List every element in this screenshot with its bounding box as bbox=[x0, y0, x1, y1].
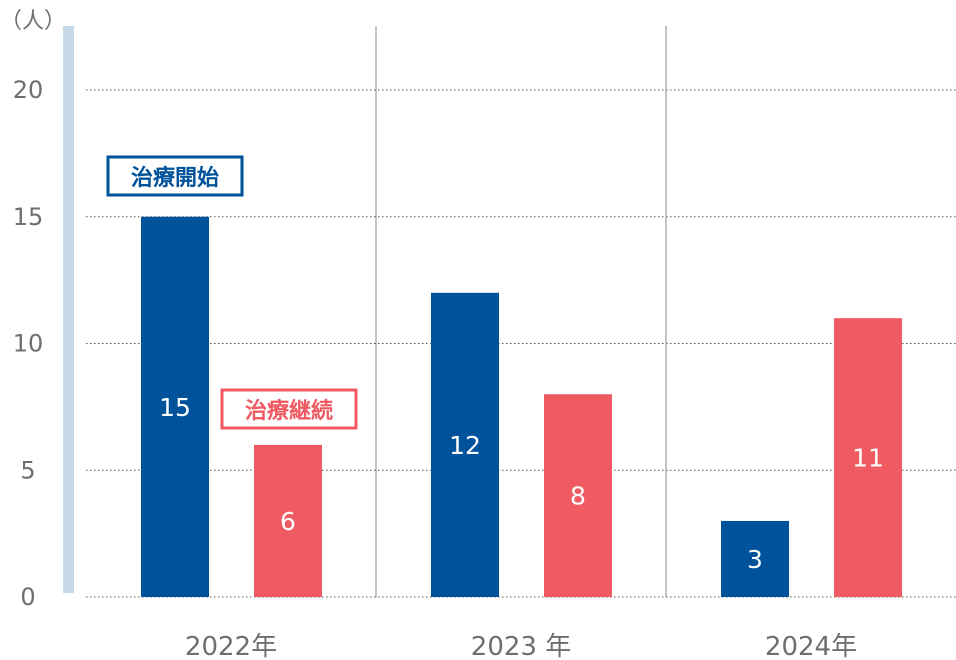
series-label: 治療継続 bbox=[245, 398, 333, 424]
bar-continue bbox=[544, 394, 612, 597]
category-dividers bbox=[375, 26, 667, 597]
series-label-box bbox=[220, 388, 358, 430]
x-category-label: 2024年 bbox=[765, 632, 857, 660]
y-tick-label: 5 bbox=[20, 456, 35, 484]
value-label: 6 bbox=[280, 507, 296, 536]
value-labels: 15 6 12 8 3 11 bbox=[159, 393, 884, 574]
value-label: 11 bbox=[852, 444, 884, 473]
bar-start bbox=[141, 216, 209, 597]
y-axis-unit-label: （人） bbox=[0, 9, 66, 34]
bar-start bbox=[721, 520, 789, 597]
bars bbox=[141, 216, 902, 597]
value-label: 3 bbox=[747, 545, 763, 574]
series-label-box bbox=[106, 155, 244, 197]
series-label: 治療開始 bbox=[131, 165, 219, 191]
bar-continue bbox=[254, 444, 322, 597]
value-label: 15 bbox=[159, 393, 191, 422]
y-tick-label: 0 bbox=[20, 583, 35, 611]
x-category-labels: 2022年 2023 年 2024年 bbox=[185, 632, 857, 660]
x-category-label: 2023 年 bbox=[471, 632, 571, 660]
value-label: 8 bbox=[570, 482, 586, 511]
bar-continue bbox=[834, 318, 902, 597]
y-axis-bar bbox=[63, 26, 74, 593]
gridlines bbox=[86, 89, 956, 598]
x-category-label: 2022年 bbox=[185, 632, 277, 660]
bar-start bbox=[431, 292, 499, 597]
value-label: 12 bbox=[449, 431, 481, 460]
y-tick-label: 10 bbox=[13, 330, 44, 358]
y-tick-label: 20 bbox=[13, 76, 44, 104]
y-tick-label: 15 bbox=[13, 203, 44, 231]
y-tick-labels: 0 5 10 15 20 bbox=[13, 76, 44, 611]
